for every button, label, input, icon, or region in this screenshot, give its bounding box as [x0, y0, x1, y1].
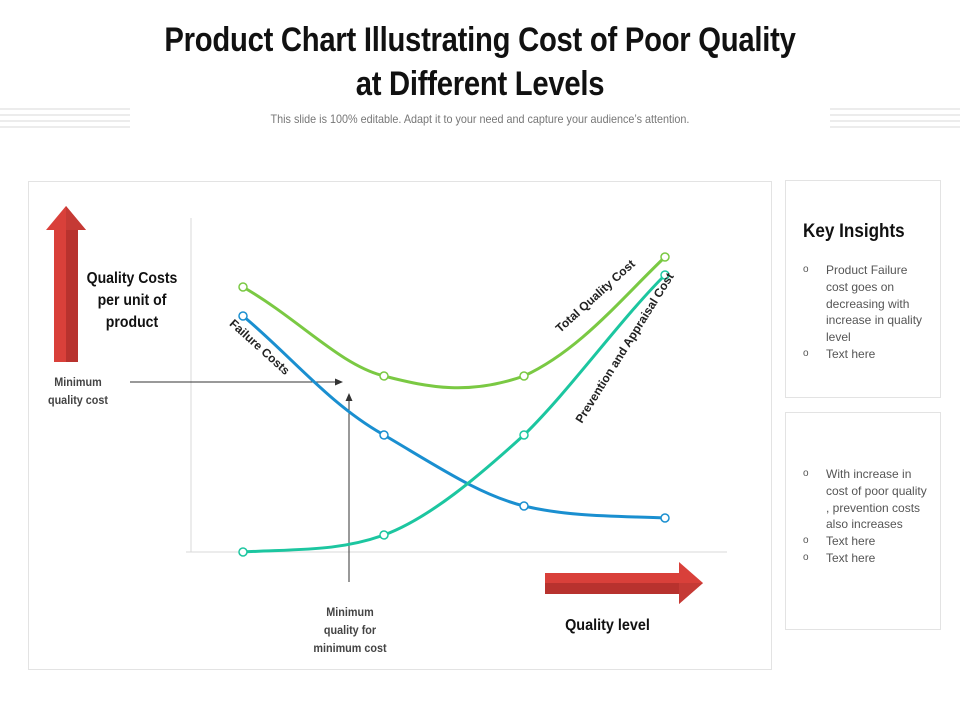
total-point-3 — [519, 371, 529, 381]
prevention-point-3 — [519, 430, 529, 440]
min-cost-line: Minimum — [54, 375, 102, 389]
insights-list-1: o Product Failure cost goes on decreasing… — [802, 262, 932, 363]
min-cost-arrow — [130, 378, 343, 386]
y-axis-arrow-icon — [46, 206, 86, 362]
prevention-point-2 — [379, 530, 389, 540]
header-decoration-left — [0, 108, 130, 132]
total-quality-cost-curve — [242, 255, 667, 390]
insight-item: o Text here — [802, 533, 932, 550]
failure-point-4 — [660, 513, 670, 523]
failure-point-2 — [379, 430, 389, 440]
bullet-icon: o — [803, 551, 809, 563]
y-axis-label: Quality Costs per unit of product — [79, 268, 185, 334]
insight-text: Text here — [826, 346, 876, 361]
bullet-icon: o — [803, 264, 809, 275]
x-axis-arrow-icon — [545, 562, 703, 604]
min-quality-line: Minimum — [326, 605, 374, 619]
y-axis-label-line: Quality Costs — [86, 270, 178, 287]
prevention-point-4 — [660, 270, 670, 280]
insight-item: o Text here — [802, 550, 932, 567]
insight-text: Text here — [826, 534, 876, 549]
min-quality-line: minimum cost — [313, 641, 387, 655]
failure-point-3 — [519, 501, 529, 511]
failure-costs-label: Failure Costs — [227, 316, 293, 377]
title-line-1: Product Chart Illustrating Cost of Poor … — [164, 21, 796, 59]
key-insights-panel-1: Key Insights o Product Failure cost goes … — [785, 180, 941, 398]
min-cost-line: quality cost — [47, 393, 109, 407]
page-title: Product Chart Illustrating Cost of Poor … — [67, 18, 893, 106]
bullet-icon: o — [803, 535, 809, 547]
min-quality-for-min-cost-label: Minimum quality for minimum cost — [296, 603, 404, 657]
bullet-icon: o — [803, 468, 809, 479]
key-insights-panel-2: o With increase in cost of poor quality ,… — [785, 412, 941, 630]
insight-item: o Text here — [802, 346, 932, 363]
chart-panel — [28, 181, 772, 670]
prevention-cost-curve — [242, 273, 667, 554]
insight-item: o Product Failure cost goes on decreasing… — [802, 262, 932, 346]
bullet-icon: o — [803, 347, 809, 359]
page-subtitle: This slide is 100% editable. Adapt it to… — [270, 112, 690, 126]
failure-point-1 — [238, 311, 248, 321]
insights-list-2: o With increase in cost of poor quality ,… — [802, 466, 932, 567]
insight-item: o With increase in cost of poor quality ,… — [802, 466, 932, 533]
insight-text: Text here — [826, 550, 876, 565]
y-axis-label-line: per unit of — [97, 292, 167, 309]
min-quality-arrow — [345, 393, 353, 582]
failure-cost-curve — [242, 314, 666, 520]
title-line-2: at Different Levels — [355, 65, 605, 103]
min-quality-cost-label: Minimum quality cost — [33, 373, 123, 409]
insight-text: With increase in cost of poor quality , … — [826, 467, 927, 532]
insight-text: Product Failure cost goes on decreasing … — [826, 263, 923, 345]
key-insights-title: Key Insights — [803, 221, 905, 242]
total-point-2 — [379, 371, 389, 381]
prevention-point-1 — [238, 547, 248, 557]
total-point-4 — [660, 252, 670, 262]
header-decoration-right — [830, 108, 960, 132]
x-axis-label: Quality level — [565, 617, 650, 634]
total-point-1 — [238, 282, 248, 292]
y-axis-label-line: product — [105, 314, 159, 331]
min-quality-line: quality for — [323, 623, 377, 637]
